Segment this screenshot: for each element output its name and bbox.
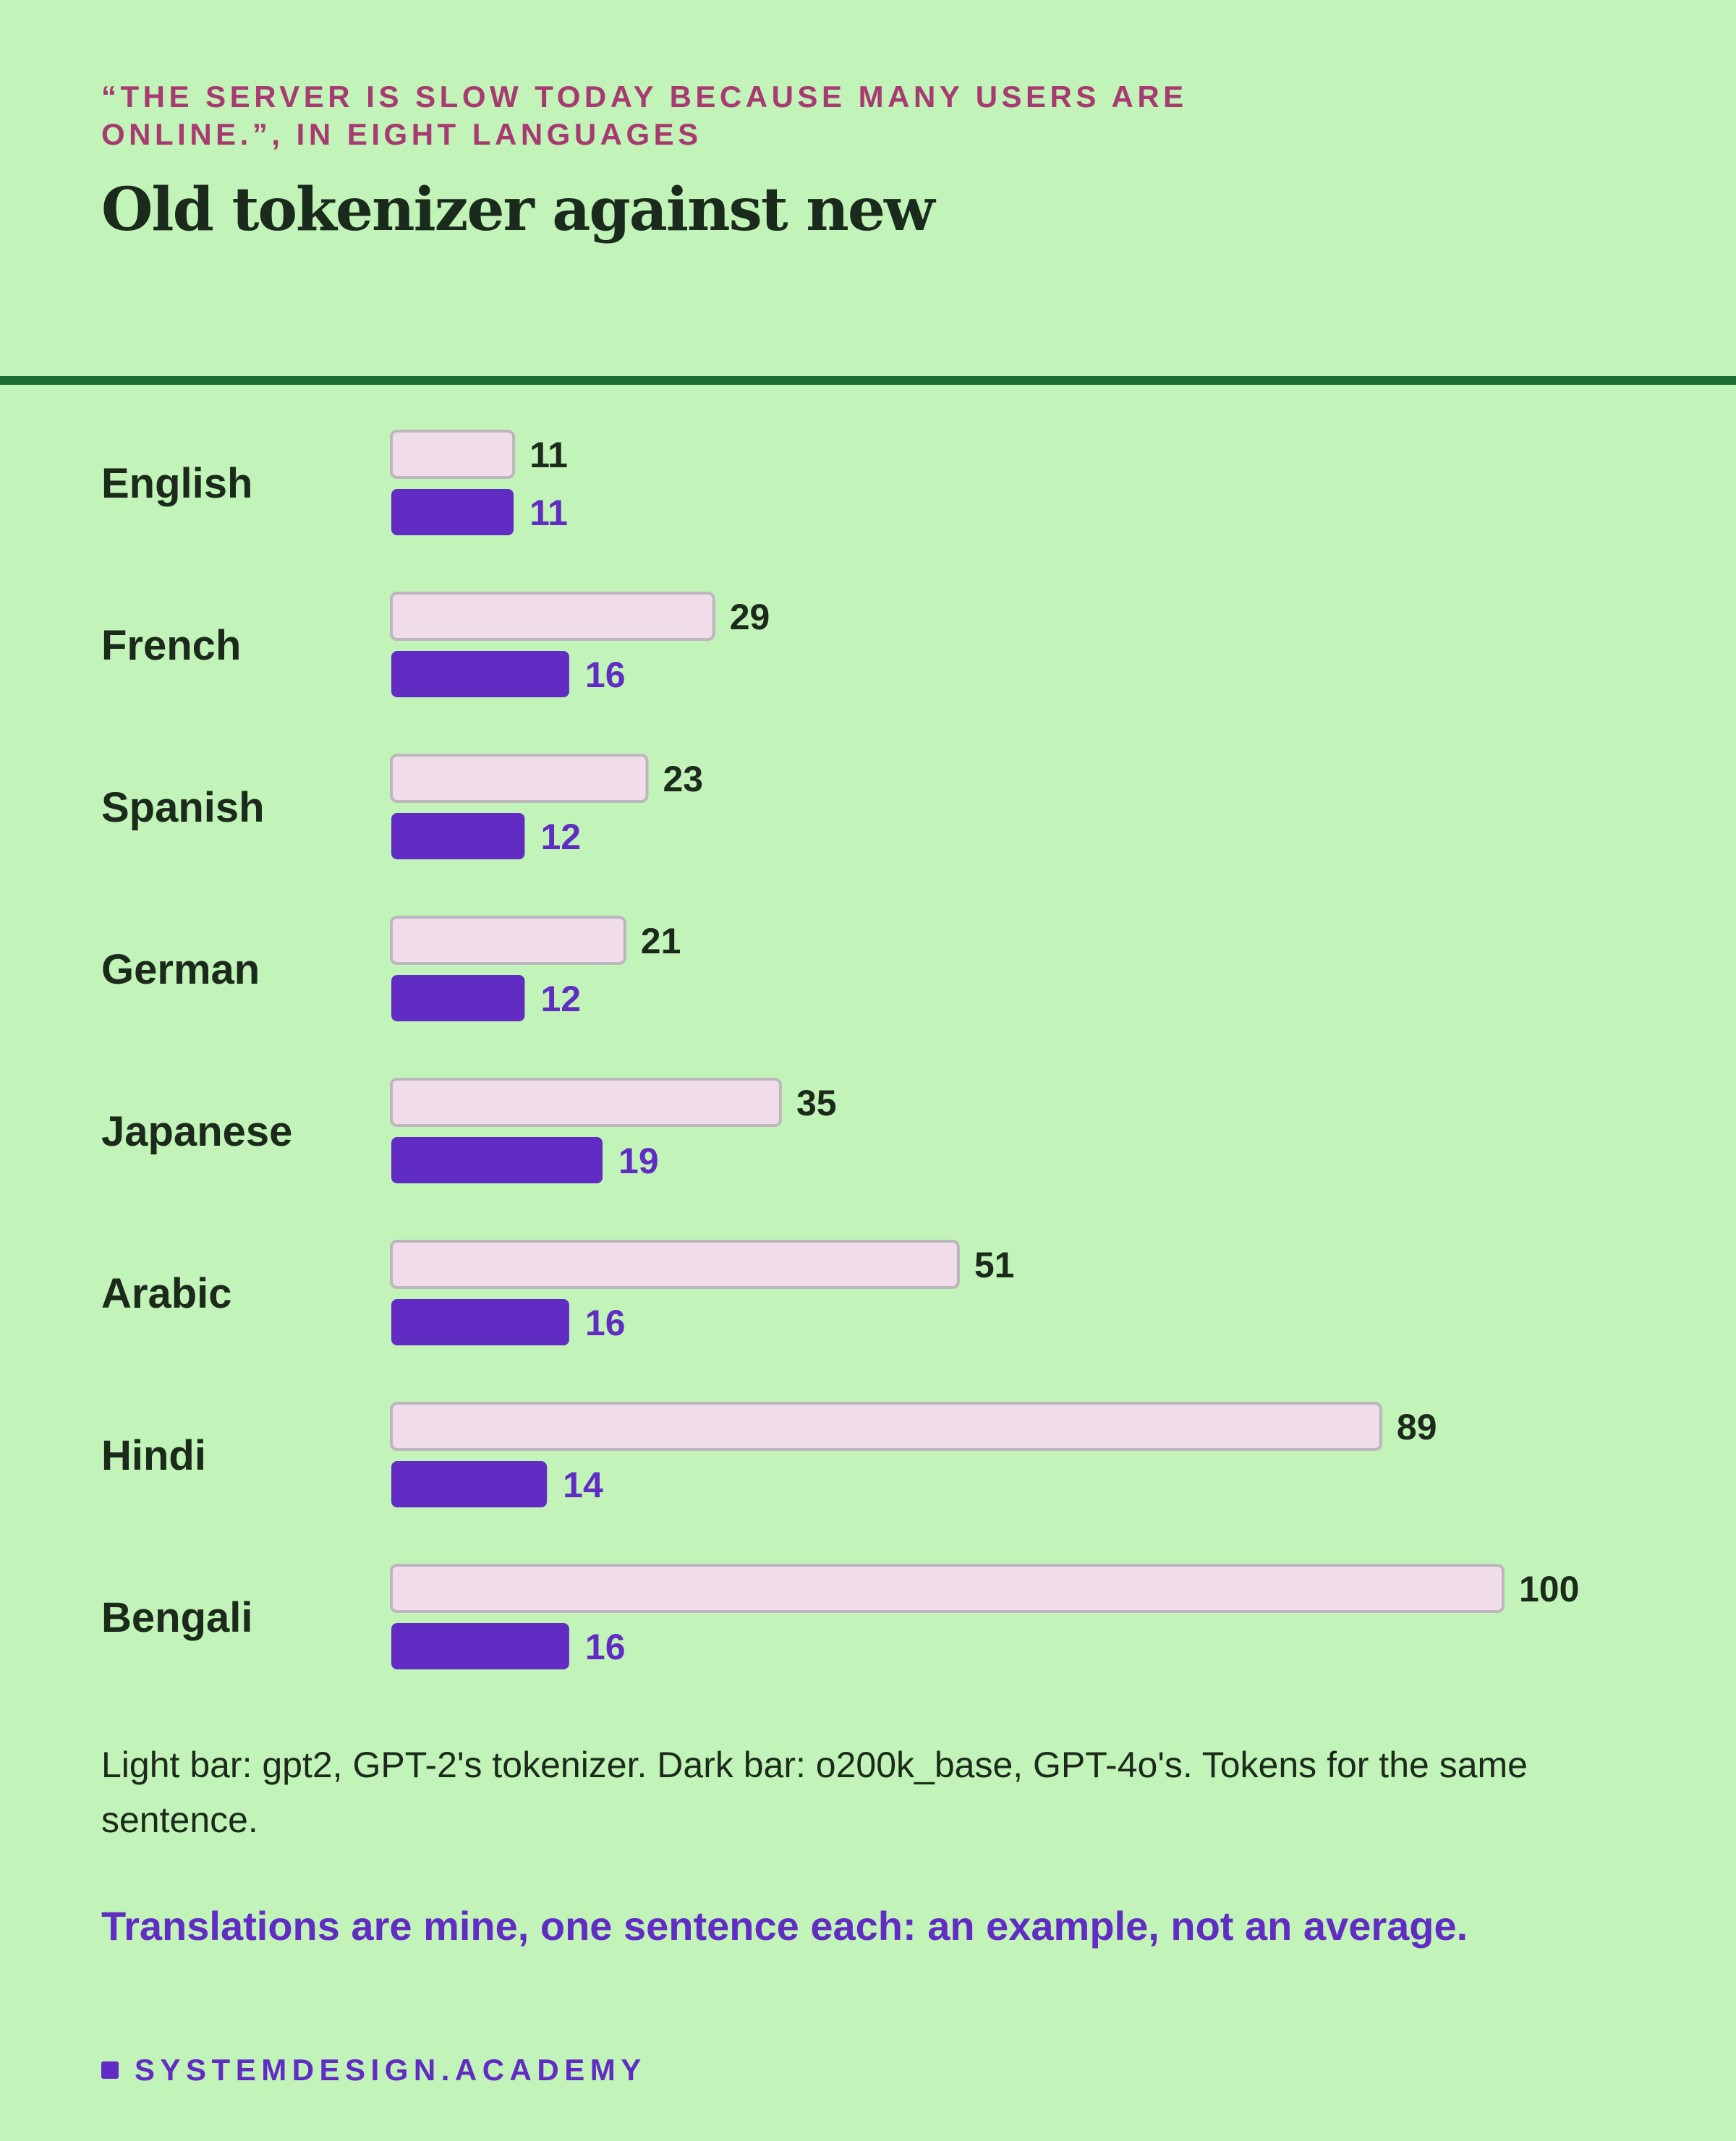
bar-new-japanese [391,1137,603,1183]
header-divider [0,376,1736,385]
bar-new-spanish [391,813,525,859]
chart-kicker: “THE SERVER IS SLOW TODAY BECAUSE MANY U… [101,80,1188,151]
bar-old-german [390,916,626,965]
bar-old-spanish [390,754,649,803]
value-label-old-french: 29 [730,597,770,637]
value-label-new-arabic: 16 [585,1303,626,1343]
value-label-old-japanese: 35 [796,1083,837,1123]
value-label-new-bengali: 16 [585,1627,626,1667]
value-label-new-french: 16 [585,655,626,695]
legend-note: Light bar: gpt2, GPT-2's tokenizer. Dark… [101,1745,1528,1840]
value-label-new-german: 12 [540,979,581,1019]
category-label-bengali: Bengali [101,1594,253,1641]
value-label-old-english: 11 [529,435,568,475]
bar-old-french [390,592,715,641]
bar-old-japanese [390,1078,782,1127]
footer-brand: SYSTEMDESIGN.ACADEMY [101,2053,647,2087]
bar-new-english [391,489,514,535]
value-label-old-bengali: 100 [1519,1569,1579,1609]
bar-new-hindi [391,1461,548,1507]
chart-title: Old tokenizer against new [101,175,935,244]
value-label-new-spanish: 12 [540,817,581,857]
disclaimer-note: Translations are mine, one sentence each… [101,1903,1468,1949]
value-label-old-german: 21 [641,921,681,961]
value-label-new-japanese: 19 [618,1141,659,1181]
bar-old-english [390,430,516,479]
brand-square-icon [101,2061,119,2079]
category-label-arabic: Arabic [101,1270,232,1317]
category-label-japanese: Japanese [101,1108,292,1155]
bar-new-arabic [391,1299,569,1345]
brand-text: SYSTEMDESIGN.ACADEMY [135,2053,647,2087]
category-label-english: English [101,460,252,507]
bar-new-german [391,975,525,1021]
bar-chart: English 11 11 French 29 16 Spanish 23 12 German 21… [101,430,1579,1669]
bar-old-bengali [390,1564,1505,1613]
category-label-spanish: Spanish [101,784,265,831]
value-label-new-hindi: 14 [563,1465,603,1505]
value-label-new-english: 11 [529,493,568,533]
value-label-old-spanish: 23 [663,759,704,799]
bar-new-french [391,651,569,697]
value-label-old-arabic: 51 [974,1245,1015,1285]
category-label-hindi: Hindi [101,1432,206,1479]
bar-old-arabic [390,1240,960,1289]
bar-old-hindi [390,1402,1382,1451]
value-label-old-hindi: 89 [1397,1407,1437,1447]
category-label-french: French [101,622,241,669]
bar-new-bengali [391,1623,569,1669]
category-label-german: German [101,946,260,993]
